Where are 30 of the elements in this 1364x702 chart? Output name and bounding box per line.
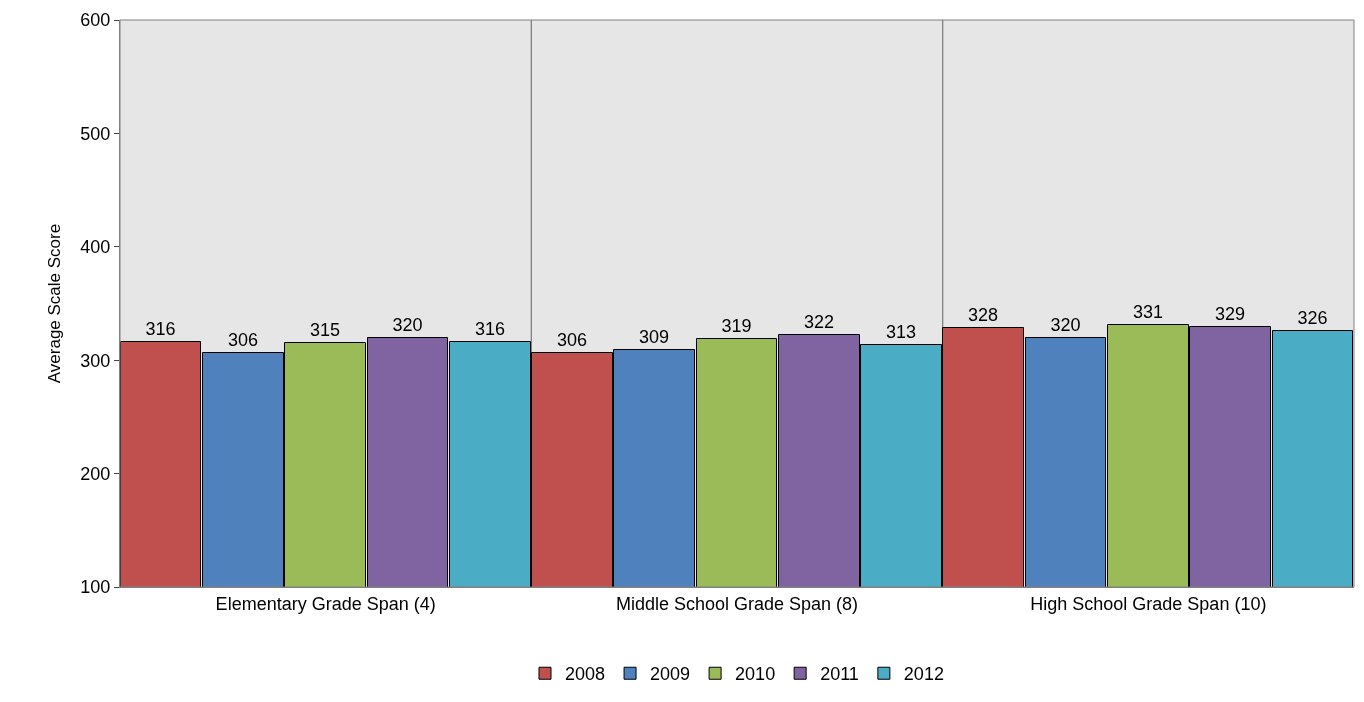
- y-tick-label: 100: [80, 577, 111, 598]
- y-tick-label: 400: [80, 237, 111, 258]
- data-label: 319: [721, 315, 752, 336]
- data-label: 313: [885, 321, 917, 342]
- legend-label: 2009: [650, 664, 691, 685]
- y-tick-label: 500: [80, 123, 111, 144]
- data-label: 320: [1050, 314, 1081, 335]
- data-label: 329: [1214, 303, 1246, 324]
- legend-label: 2011: [820, 664, 859, 685]
- legend-label: 2010: [735, 664, 776, 685]
- data-label: 315: [309, 319, 341, 340]
- data-label: 322: [803, 311, 835, 332]
- legend-label: 2012: [903, 664, 944, 685]
- data-label: 320: [392, 314, 423, 335]
- y-tick-label: 200: [80, 463, 111, 484]
- x-tick-label: Middle School Grade Span (8): [615, 593, 859, 614]
- x-tick-label: High School Grade Span (10): [1030, 593, 1267, 614]
- y-tick-label: 300: [80, 350, 111, 371]
- data-label: 331: [1132, 301, 1164, 322]
- y-axis-title: Average Scale Score: [44, 223, 64, 384]
- data-label: 309: [638, 326, 670, 347]
- data-label: 316: [474, 318, 506, 339]
- data-label: 328: [967, 304, 999, 325]
- legend-label: 2008: [565, 664, 606, 685]
- x-tick-label: Elementary Grade Span (4): [215, 593, 436, 614]
- y-tick-label: 600: [80, 10, 111, 31]
- data-label: 306: [227, 329, 259, 350]
- data-label: 326: [1297, 307, 1328, 328]
- data-label: 306: [556, 329, 588, 350]
- data-label: 316: [145, 318, 176, 339]
